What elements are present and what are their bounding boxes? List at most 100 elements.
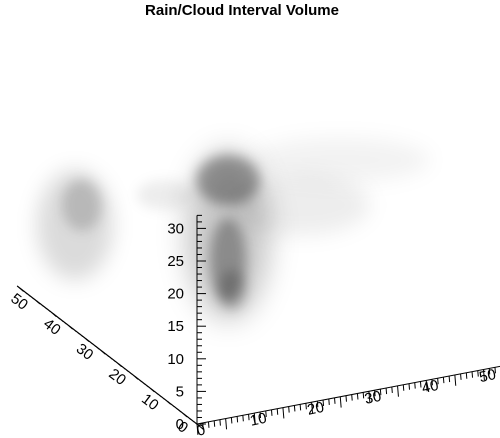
y-axis-tick [154, 390, 159, 395]
y-axis-tick [111, 358, 116, 363]
y-axis-tick [78, 333, 84, 338]
cloud-blob-small [137, 180, 193, 210]
x-tick-label: 10 [248, 410, 268, 430]
y-axis-tick [49, 310, 57, 317]
y-axis-tick [26, 293, 31, 297]
x-axis-line [196, 365, 500, 425]
x-axis-tick [345, 395, 347, 402]
x-axis-tick [374, 390, 376, 397]
y-axis-tick [95, 345, 100, 350]
x-axis-tick [385, 387, 388, 395]
x-axis-tick [299, 404, 302, 411]
y-axis-tick [65, 323, 73, 330]
x-axis-tick [339, 396, 342, 408]
x-axis-tick [230, 417, 233, 424]
x-axis-tick [397, 385, 399, 397]
x-axis-tick [282, 407, 285, 419]
y-axis-tick [114, 360, 122, 368]
x-axis-tick [465, 372, 468, 379]
y-axis-tick [163, 398, 171, 405]
x-axis-tick [322, 399, 325, 407]
y-axis-tick [56, 315, 61, 320]
x-axis-tick [276, 408, 279, 415]
x-axis-tick [362, 392, 365, 399]
x-axis-tick [305, 403, 307, 410]
x-axis-tick [477, 370, 479, 377]
x-axis-tick [431, 379, 433, 386]
y-axis-tick [108, 355, 113, 360]
x-axis-tick [442, 377, 445, 384]
y-axis-tick [180, 411, 188, 418]
x-axis-tick [402, 384, 405, 391]
z-tick-label: 30 [167, 220, 184, 237]
x-axis-tick [265, 410, 267, 417]
x-axis-tick [391, 386, 393, 393]
y-tick-label: 20 [106, 365, 130, 389]
x-axis-tick [425, 380, 428, 392]
x-tick-label: 40 [420, 377, 440, 397]
x-axis-tick [196, 423, 199, 435]
y-axis-tick [46, 308, 51, 312]
z-tick-label: 10 [167, 351, 184, 368]
x-axis-tick [316, 401, 319, 408]
x-axis-tick [414, 382, 416, 389]
y-axis-tick [177, 408, 182, 413]
x-axis-tick [351, 394, 353, 401]
y-axis-tick [128, 370, 133, 375]
y-axis-tick [131, 373, 139, 380]
x-axis-tick [368, 391, 371, 403]
y-axis-tick [173, 406, 178, 410]
x-axis-tick [419, 381, 422, 388]
y-axis-tick [105, 353, 110, 358]
x-axis-tick [437, 378, 439, 385]
cloud-blob-left-core [62, 179, 102, 231]
cloud-blob-center-lower [218, 270, 246, 310]
y-axis-tick [62, 320, 67, 325]
y-axis-tick [190, 418, 195, 423]
x-axis-tick [488, 368, 491, 375]
y-axis-tick [59, 318, 64, 322]
x-axis-tick [242, 415, 244, 422]
cloud-blob-faint-sheet [250, 138, 430, 182]
y-axis-tick [121, 365, 126, 370]
x-axis-tick [248, 414, 250, 421]
z-tick-label: 15 [167, 318, 184, 335]
y-axis-tick [141, 380, 146, 385]
chart-title: Rain/Cloud Interval Volume [145, 2, 339, 19]
y-axis-tick [29, 295, 35, 300]
x-axis-tick [207, 421, 210, 428]
z-tick-label: 0 [176, 416, 184, 433]
x-tick-label: 50 [478, 366, 498, 386]
y-axis-tick [42, 305, 48, 310]
x-axis-tick [460, 373, 462, 380]
y-tick-label: 30 [73, 340, 97, 364]
x-axis-tick [328, 398, 330, 405]
x-axis-tick [236, 416, 239, 423]
y-axis-tick [88, 340, 93, 345]
x-axis-tick [334, 397, 336, 404]
y-axis-tick [33, 298, 41, 305]
y-axis-tick [160, 396, 165, 400]
z-tick-label: 5 [176, 383, 184, 400]
x-axis-tick [471, 371, 474, 378]
x-axis-tick [483, 369, 485, 381]
x-axis-tick [356, 393, 359, 400]
x-axis-tick [213, 420, 216, 427]
y-axis-tick [124, 368, 129, 373]
y-axis-tick [72, 328, 77, 332]
x-tick-label: 0 [195, 421, 207, 438]
x-axis-tick [311, 402, 313, 414]
y-tick-label: 40 [40, 315, 64, 339]
x-axis-tick [219, 419, 221, 426]
x-axis-tick [259, 411, 262, 419]
x-axis-tick [253, 413, 256, 424]
x-axis-tick [293, 405, 296, 412]
y-axis-tick [144, 383, 149, 388]
y-axis-tick [39, 303, 44, 307]
cloud-volume-render [37, 138, 430, 320]
z-tick-label: 25 [167, 253, 184, 270]
y-axis-tick [137, 378, 142, 383]
x-axis-tick [379, 389, 382, 396]
